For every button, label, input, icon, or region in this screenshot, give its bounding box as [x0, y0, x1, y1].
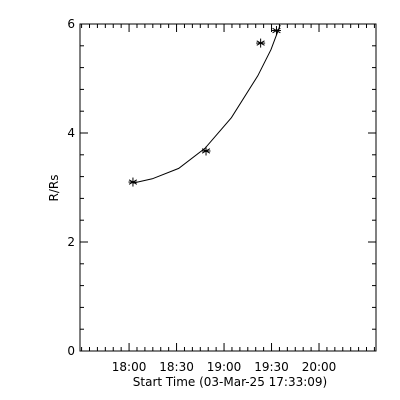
x-tick-label: 18:00: [112, 360, 147, 374]
y-tick-label: 0: [67, 344, 75, 358]
x-tick-label: 19:30: [254, 360, 289, 374]
x-tick-label: 19:00: [207, 360, 242, 374]
y-tick-label: 4: [67, 126, 75, 140]
x-tick-label: 20:00: [302, 360, 337, 374]
data-point: [271, 26, 281, 36]
fit-curve: [132, 24, 281, 184]
y-axis-label: R/Rs: [47, 175, 61, 202]
plot-frame: [79, 23, 377, 352]
tick-labels: 18:00 18:30 19:00 19:30 20:00 0 2 4 6: [67, 17, 336, 374]
data-points: [128, 26, 281, 187]
x-tick-label: 18:30: [159, 360, 194, 374]
y-tick-label: 2: [67, 235, 75, 249]
x-axis-label: Start Time (03-Mar-25 17:33:09): [133, 375, 327, 389]
y-tick-label: 6: [67, 17, 75, 31]
axis-ticks: [80, 23, 376, 352]
data-point: [128, 177, 138, 187]
data-point: [201, 146, 211, 156]
data-point: [256, 38, 266, 48]
